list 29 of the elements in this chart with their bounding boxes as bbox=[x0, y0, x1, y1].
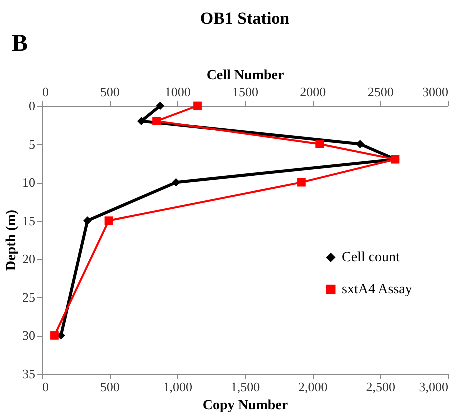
text: B bbox=[12, 31, 28, 57]
x2-tick-label: 3000 bbox=[422, 84, 448, 100]
x-tick-label: 500 bbox=[100, 380, 120, 394]
x2-tick-label: 0 bbox=[42, 84, 49, 100]
x2-tick-label: 500 bbox=[100, 84, 120, 100]
x-tick-label: 0 bbox=[42, 380, 49, 394]
x-axis-title: Copy Number bbox=[202, 398, 288, 414]
legend-label: Cell count bbox=[342, 250, 400, 266]
chart-title: OB1 Station bbox=[200, 9, 290, 28]
x2-axis-title: Cell Number bbox=[206, 68, 284, 84]
x2-tick-label: 2500 bbox=[368, 84, 394, 100]
x2-tick-label: 1000 bbox=[164, 84, 191, 100]
x-tick-label: 1,500 bbox=[230, 380, 260, 394]
x-tick-label: 2,000 bbox=[298, 380, 328, 394]
y-axis-title: Depth (m) bbox=[4, 210, 20, 272]
y-tick-label: 15 bbox=[22, 213, 36, 228]
y-tick-label: 35 bbox=[22, 366, 36, 382]
y-tick-label: 30 bbox=[22, 328, 36, 344]
x2-tick-label: 1500 bbox=[232, 84, 258, 100]
y-tick-label: 0 bbox=[29, 98, 36, 114]
legend-label: sxtA4 Assay bbox=[342, 282, 412, 298]
y-tick-label: 25 bbox=[22, 290, 36, 305]
x-tick-label: 2,500 bbox=[366, 380, 396, 394]
x-tick-label: 1,000 bbox=[163, 380, 192, 394]
y-tick-label: 5 bbox=[29, 136, 36, 152]
y-tick-label: 20 bbox=[22, 252, 36, 267]
x2-tick-label: 2000 bbox=[300, 84, 326, 100]
y-tick-label: 10 bbox=[22, 175, 36, 190]
x-tick-label: 3,000 bbox=[419, 380, 448, 394]
